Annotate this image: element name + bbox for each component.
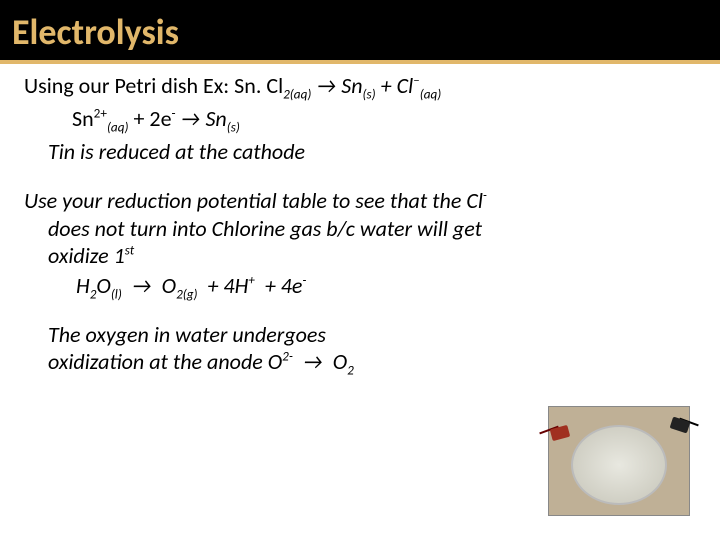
- line-cathode-note: Tin is reduced at the cathode: [48, 138, 696, 166]
- superscript: -: [172, 105, 176, 122]
- subscript: 2: [347, 362, 354, 379]
- subscript: 2(g): [176, 285, 197, 302]
- text: + 4H: [208, 272, 249, 299]
- subscript: (aq): [420, 85, 442, 102]
- subscript: (aq): [107, 118, 129, 135]
- text: O: [333, 348, 347, 375]
- subscript: 2(aq): [283, 85, 311, 102]
- arrow: →: [303, 348, 323, 375]
- superscript: 2+: [94, 105, 107, 122]
- arrow: →: [316, 72, 336, 99]
- line-water-oxidation: H2O(l) → O2(g) + 4H+ + 4e-: [76, 272, 696, 303]
- superscript: +: [248, 271, 255, 288]
- text: Use your reduction potential table to se…: [24, 187, 483, 214]
- text: + Cl: [381, 72, 413, 99]
- subscript: (s): [363, 85, 376, 102]
- text-line: does not turn into Chlorine gas b/c wate…: [48, 215, 696, 243]
- text: oxidize 1: [48, 242, 125, 269]
- text: H: [76, 272, 90, 299]
- subscript: (l): [111, 285, 122, 302]
- text: oxidization at the anode O: [48, 348, 282, 375]
- text: O: [96, 272, 110, 299]
- arrow: →: [132, 272, 152, 299]
- arrow: →: [181, 105, 201, 132]
- line-anode-note-2: oxidization at the anode O2- → O2: [48, 348, 444, 379]
- text: O: [162, 272, 176, 299]
- line-equation-overall: Using our Petri dish Ex: Sn. Cl2(aq) → S…: [24, 72, 696, 103]
- alligator-clip-black: [670, 417, 691, 434]
- text: Sn: [72, 105, 94, 132]
- paragraph-reduction-table: Use your reduction potential table to se…: [24, 187, 696, 215]
- text: Sn: [205, 105, 226, 132]
- text-line: oxidize 1st: [48, 242, 696, 270]
- superscript: –: [413, 72, 420, 89]
- text: Using our Petri dish Ex: Sn. Cl: [24, 72, 283, 99]
- subscript: (s): [227, 118, 240, 135]
- slide-body: Using our Petri dish Ex: Sn. Cl2(aq) → S…: [0, 64, 720, 379]
- superscript: st: [125, 242, 134, 259]
- line-half-reaction: Sn2+(aq) + 2e- → Sn(s): [72, 105, 696, 136]
- petri-dish-photo: [548, 406, 690, 516]
- text: Sn: [341, 72, 362, 99]
- superscript: 2-: [282, 348, 293, 365]
- superscript: -: [483, 187, 487, 204]
- text: + 2e: [133, 105, 171, 132]
- superscript: -: [302, 271, 306, 288]
- slide-title: Electrolysis: [0, 0, 720, 64]
- petri-dish: [571, 425, 667, 505]
- text: + 4e: [265, 272, 303, 299]
- line-anode-note-1: The oxygen in water undergoes: [48, 321, 444, 349]
